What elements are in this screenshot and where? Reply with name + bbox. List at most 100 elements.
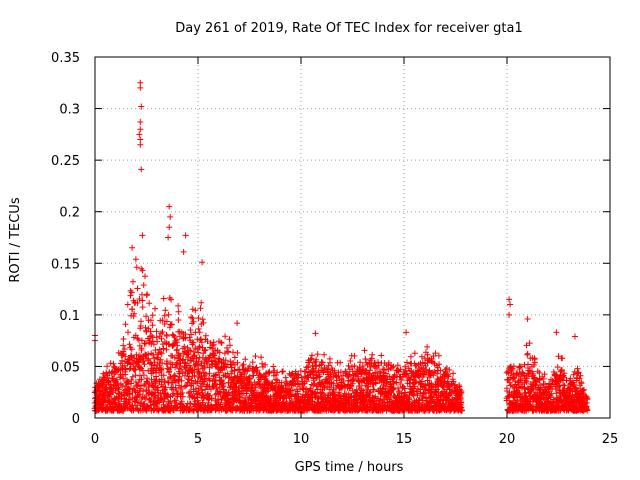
data-point — [321, 351, 328, 358]
data-point — [178, 377, 185, 384]
data-point — [190, 318, 197, 325]
data-point — [340, 378, 347, 385]
data-point — [342, 368, 349, 375]
data-point — [185, 347, 192, 354]
data-point — [359, 363, 366, 369]
data-point — [351, 362, 358, 369]
data-point — [526, 393, 533, 400]
data-point — [312, 368, 319, 375]
data-point — [371, 360, 378, 366]
data-point — [336, 392, 343, 398]
data-point — [506, 296, 513, 303]
data-point — [119, 357, 126, 364]
data-point — [330, 380, 337, 387]
data-point — [139, 267, 146, 274]
data-point — [175, 317, 182, 323]
data-point — [138, 166, 145, 173]
data-point — [104, 363, 110, 370]
y-tick-label: 0.15 — [51, 257, 80, 272]
data-point — [130, 278, 136, 285]
data-point — [319, 379, 325, 386]
data-point — [222, 333, 229, 340]
data-point — [523, 375, 530, 382]
data-point — [303, 378, 310, 385]
data-point — [402, 363, 409, 370]
data-point — [367, 367, 373, 374]
data-point — [135, 359, 142, 366]
x-tick-label: 0 — [91, 432, 99, 447]
data-point — [310, 382, 317, 388]
data-point — [231, 354, 238, 361]
data-point — [165, 311, 172, 318]
data-point — [407, 376, 414, 383]
data-point — [122, 353, 129, 360]
data-point — [411, 350, 418, 357]
data-point — [450, 370, 457, 377]
data-point — [355, 378, 362, 385]
y-axis-title: ROTI / TECUs — [8, 197, 23, 282]
data-point — [413, 378, 419, 385]
data-point — [525, 361, 531, 368]
data-point — [195, 315, 202, 322]
data-point — [143, 313, 150, 320]
data-point — [411, 383, 418, 390]
data-point — [216, 349, 223, 356]
data-point — [227, 383, 234, 390]
data-point — [574, 365, 581, 372]
data-point — [128, 352, 134, 359]
data-point — [222, 357, 229, 364]
data-point — [196, 343, 203, 350]
data-point — [148, 332, 155, 339]
data-point — [419, 397, 426, 404]
data-point — [147, 317, 154, 324]
data-point — [561, 374, 568, 381]
data-point — [376, 368, 383, 375]
data-point — [240, 361, 247, 368]
data-point — [137, 136, 144, 143]
data-point — [149, 322, 156, 329]
data-point — [164, 394, 171, 401]
data-point — [137, 79, 144, 86]
x-tick-label: 5 — [194, 432, 202, 447]
data-point — [162, 307, 169, 314]
data-point — [249, 359, 256, 366]
data-point — [187, 327, 194, 333]
data-point — [200, 319, 207, 326]
data-point — [141, 340, 148, 347]
data-point — [128, 346, 135, 353]
data-point — [270, 363, 277, 370]
data-point — [199, 259, 206, 266]
data-point — [137, 119, 144, 125]
data-point — [205, 396, 212, 403]
data-point — [523, 342, 530, 349]
data-point — [155, 384, 162, 391]
data-point — [349, 363, 355, 370]
data-point — [223, 344, 230, 351]
data-point — [204, 360, 211, 367]
data-point — [358, 371, 365, 378]
data-point — [422, 383, 429, 389]
data-point — [387, 394, 394, 401]
data-point — [402, 389, 409, 396]
data-point — [190, 348, 197, 355]
data-point — [403, 329, 410, 336]
data-point — [170, 332, 177, 339]
data-point — [555, 353, 562, 360]
data-point — [138, 337, 145, 344]
data-point — [294, 377, 300, 384]
chart-title: Day 261 of 2019, Rate Of TEC Index for r… — [175, 21, 523, 36]
data-point — [199, 399, 206, 406]
y-tick-label: 0.3 — [59, 103, 80, 118]
data-point — [536, 369, 543, 376]
data-point — [272, 387, 279, 394]
data-point — [262, 361, 269, 368]
data-point — [506, 311, 513, 318]
data-point — [139, 367, 146, 374]
data-point — [266, 368, 273, 375]
data-point — [318, 359, 325, 365]
data-point — [282, 374, 289, 381]
data-point — [120, 336, 127, 342]
data-point — [217, 389, 223, 396]
data-point — [540, 375, 547, 382]
data-point — [435, 352, 442, 359]
